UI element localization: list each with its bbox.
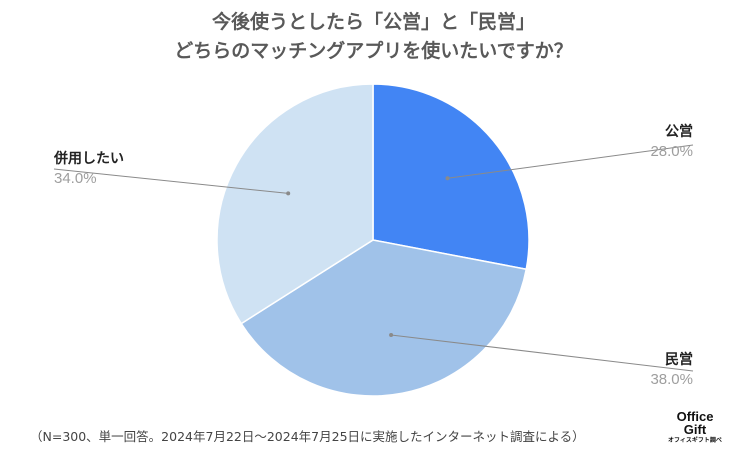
slice-percent-kouei: 28.0%	[650, 143, 693, 160]
logo-line-1: Office	[676, 409, 714, 424]
logo-line-3: オフィスギフト調べ	[668, 437, 722, 444]
logo-line-2: Gift	[683, 422, 707, 437]
slice-name-kouei: 公営	[665, 124, 693, 140]
leader-dot-minei	[389, 333, 394, 337]
chart-title-line-1: 今後使うとしたら「公営」と「民営」	[211, 11, 535, 33]
leader-line-heiyou	[53, 168, 289, 194]
slice-percent-heiyou: 34.0%	[54, 170, 97, 187]
office-gift-logo: Office Gift オフィスギフト調べ	[662, 410, 728, 445]
pie-slice-heiyou	[216, 83, 374, 325]
chart-title: 今後使うとしたら「公営」と「民営」 どちらのマッチングアプリを使いたいですか？	[0, 8, 747, 66]
slice-label-minei: 民営 38.0%	[650, 350, 693, 390]
slice-percent-minei: 38.0%	[650, 371, 693, 388]
leader-dot-heiyou	[286, 191, 291, 196]
footnote: （N=300、単一回答。2024年7月22日～2024年7月25日に実施したイン…	[30, 429, 585, 444]
leader-line-kouei	[447, 144, 694, 179]
slice-label-heiyou: 併用したい 34.0%	[54, 149, 124, 189]
leader-line-minei	[391, 334, 694, 372]
chart-title-line-2: どちらのマッチングアプリを使いたいですか？	[174, 40, 573, 62]
slice-name-heiyou: 併用したい	[54, 151, 124, 167]
slice-label-kouei: 公営 28.0%	[650, 122, 693, 162]
slice-name-minei: 民営	[665, 352, 693, 368]
leader-dot-kouei	[445, 176, 450, 181]
pie-slice-kouei	[372, 83, 530, 271]
